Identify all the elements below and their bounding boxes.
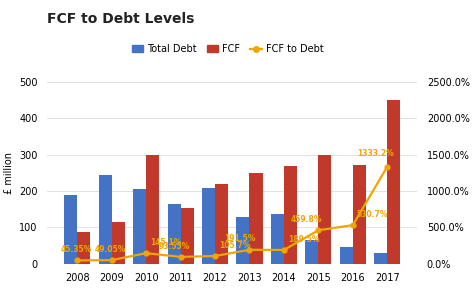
- Bar: [387, 100, 401, 264]
- Bar: [340, 247, 353, 264]
- Text: 189.5%: 189.5%: [288, 235, 319, 243]
- Text: 93.55%: 93.55%: [158, 241, 190, 251]
- Bar: [112, 222, 125, 264]
- Bar: [353, 165, 366, 264]
- Bar: [64, 195, 77, 264]
- Text: 45.35%: 45.35%: [61, 245, 92, 254]
- Text: 105.7%: 105.7%: [219, 241, 251, 250]
- Text: 49.05%: 49.05%: [95, 245, 127, 254]
- Text: FCF to Debt Levels: FCF to Debt Levels: [47, 12, 195, 26]
- Bar: [284, 166, 297, 264]
- Text: 191.5%: 191.5%: [225, 234, 256, 243]
- Text: 459.8%: 459.8%: [291, 215, 322, 224]
- Bar: [271, 214, 284, 264]
- Bar: [133, 189, 146, 264]
- Text: 1333.2%: 1333.2%: [356, 149, 393, 158]
- Bar: [167, 204, 181, 264]
- Legend: Total Debt, FCF, FCF to Debt: Total Debt, FCF, FCF to Debt: [128, 40, 327, 58]
- Bar: [237, 217, 249, 264]
- Y-axis label: £ million: £ million: [4, 152, 14, 194]
- Bar: [215, 184, 228, 264]
- Bar: [99, 175, 112, 264]
- Bar: [305, 240, 319, 264]
- Bar: [319, 155, 331, 264]
- Bar: [249, 173, 263, 264]
- Bar: [374, 253, 387, 264]
- Text: 530.7%: 530.7%: [357, 210, 389, 219]
- Bar: [77, 232, 91, 264]
- Bar: [181, 208, 194, 264]
- Text: 145.1%: 145.1%: [150, 238, 182, 247]
- Bar: [202, 188, 215, 264]
- Bar: [146, 155, 159, 264]
